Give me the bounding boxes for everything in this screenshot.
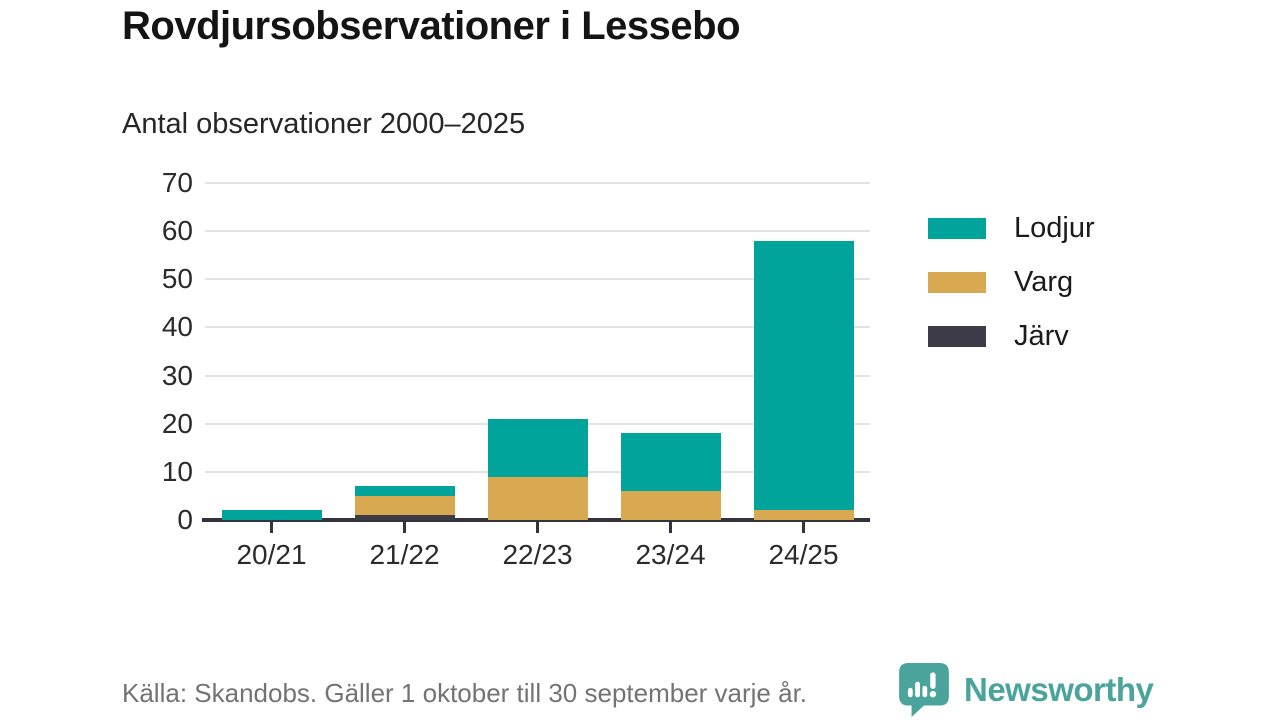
brand-lockup: Newsworthy	[898, 662, 1154, 718]
legend-swatch-lodjur	[928, 218, 986, 239]
legend-label-järv: Järv	[1014, 320, 1069, 352]
legend-swatch-järv	[928, 326, 986, 347]
bar-segment-lodjur	[221, 510, 322, 520]
x-axis-tick	[403, 522, 406, 533]
gridline-y40	[205, 326, 870, 329]
gridline-y50	[205, 278, 870, 281]
legend-item-lodjur: Lodjur	[928, 214, 1095, 243]
legend-label-lodjur: Lodjur	[1014, 212, 1095, 244]
bar-segment-varg	[487, 476, 588, 520]
y-axis-tick-label: 60	[161, 215, 193, 247]
bar-segment-järv	[354, 515, 455, 520]
y-axis-tick-label: 30	[161, 359, 193, 391]
stacked-bar-22-23	[487, 418, 588, 520]
x-axis-category-label: 20/21	[236, 539, 307, 570]
x-axis-category-label: 24/25	[768, 539, 839, 570]
stacked-bar-24-25	[753, 240, 854, 520]
bar-segment-varg	[354, 495, 455, 516]
brand-name: Newsworthy	[964, 671, 1154, 708]
x-axis-tick	[802, 522, 805, 533]
legend-label-varg: Varg	[1014, 266, 1074, 298]
x-axis-line	[202, 518, 870, 522]
y-axis-tick-label: 70	[161, 167, 193, 198]
stacked-bar-21-22	[354, 486, 455, 520]
y-axis-tick-label: 0	[177, 504, 193, 535]
chart-legend: Lodjur Varg Järv	[928, 214, 1095, 376]
y-axis-tick-label: 20	[161, 407, 193, 439]
y-axis-tick-label: 40	[161, 311, 193, 343]
gridline-y60	[205, 230, 870, 233]
bar-segment-lodjur	[753, 240, 854, 511]
bar-segment-lodjur	[620, 433, 721, 492]
gridline-y30	[205, 374, 870, 377]
legend-item-varg: Varg	[928, 268, 1095, 297]
source-note: Källa: Skandobs. Gäller 1 oktober till 3…	[122, 678, 808, 708]
x-axis-tick	[270, 522, 273, 533]
stacked-bar-23-24	[620, 433, 721, 520]
bar-segment-varg	[753, 510, 854, 520]
plot-area: 0 10 20 30 40 50 60 70 20/21 21/22 22/23 23/24 24/25	[162, 168, 870, 570]
page-title: Rovdjursobservationer i Lessebo	[122, 4, 741, 48]
x-axis-tick	[669, 522, 672, 533]
legend-swatch-varg	[928, 272, 986, 293]
stacked-bar-20-21	[221, 510, 322, 520]
x-axis-category-label: 21/22	[369, 539, 440, 570]
legend-item-järv: Järv	[928, 322, 1095, 351]
bar-segment-lodjur	[487, 418, 588, 477]
bar-segment-varg	[620, 491, 721, 520]
y-axis-tick-label: 10	[161, 455, 193, 487]
y-axis-tick-label: 50	[161, 263, 193, 295]
bar-segment-lodjur	[354, 486, 455, 496]
chart-subtitle: Antal observationer 2000–2025	[122, 108, 526, 140]
gridline-y70	[205, 182, 870, 184]
x-axis-category-label: 23/24	[635, 539, 706, 570]
x-axis-tick	[536, 522, 539, 533]
newsworthy-logo-icon	[899, 663, 949, 717]
x-axis-category-label: 22/23	[502, 539, 573, 570]
